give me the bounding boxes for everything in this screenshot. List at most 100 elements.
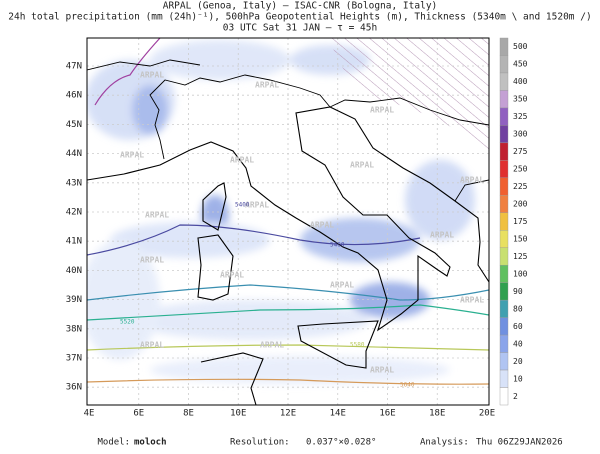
colorbar-swatch — [499, 230, 509, 248]
watermark: ARPAL — [255, 81, 279, 90]
lon-label: 12E — [280, 409, 296, 419]
lon-label: 6E — [133, 409, 144, 419]
colorbar-label: 100 — [513, 269, 528, 278]
lat-label: 37N — [66, 354, 82, 364]
watermark: ARPAL — [330, 281, 354, 290]
colorbar-label: 250 — [513, 165, 528, 174]
colorbar-swatch — [499, 125, 509, 144]
colorbar-swatch — [499, 299, 509, 318]
colorbar-swatch — [499, 352, 509, 371]
watermark: ARPAL — [430, 231, 454, 240]
lat-label: 42N — [66, 208, 82, 218]
colorbar-swatch — [499, 177, 509, 196]
colorbar-swatch — [499, 317, 509, 336]
coastlines — [87, 106, 489, 405]
resolution-label: Resolution: — [230, 438, 290, 448]
lat-label: 46N — [66, 91, 82, 101]
lat-label: 45N — [66, 120, 82, 130]
watermark: ARPAL — [460, 176, 484, 185]
watermark: ARPAL — [140, 341, 164, 350]
contour-label: 5400 — [235, 202, 250, 209]
lat-label: 40N — [66, 266, 82, 276]
analysis-label: Analysis: — [420, 438, 469, 448]
watermark: ARPAL — [230, 156, 254, 165]
header-line: 24h total precipitation (mm (24h)⁻¹), 50… — [8, 12, 591, 23]
colorbar-label: 80 — [513, 304, 523, 313]
colorbar-label: 175 — [513, 217, 528, 226]
colorbar-swatch — [499, 107, 509, 126]
header-line: 03 UTC Sat 31 JAN – τ = 45h — [223, 23, 377, 34]
colorbar-swatch — [499, 387, 509, 406]
lat-label: 43N — [66, 178, 82, 188]
model-name: moloch — [134, 438, 167, 448]
contours — [87, 38, 489, 385]
colorbar-label: 20 — [513, 357, 523, 366]
lon-label: 18E — [429, 409, 445, 419]
watermark: ARPAL — [350, 161, 374, 170]
watermark: ARPAL — [260, 341, 284, 350]
watermark: ARPAL — [140, 256, 164, 265]
header-line: ARPAL (Genoa, Italy) – ISAC-CNR (Bologna… — [163, 1, 438, 12]
colorbar-swatch — [499, 247, 509, 266]
colorbar-swatch — [499, 334, 509, 353]
colorbar-swatch — [499, 142, 509, 161]
watermark: ARPAL — [140, 71, 164, 80]
watermark: ARPAL — [310, 221, 334, 230]
colorbar-swatch — [499, 282, 509, 301]
colorbar-label: 225 — [513, 182, 528, 191]
colorbar-swatch — [499, 195, 509, 213]
watermark: ARPAL — [460, 296, 484, 305]
lat-label: 41N — [66, 237, 82, 247]
contour-label: 5460 — [330, 242, 345, 249]
colorbar-label: 450 — [513, 60, 528, 69]
lat-label: 44N — [66, 149, 82, 159]
lat-label: 47N — [66, 62, 82, 72]
colorbar-swatch — [499, 264, 509, 283]
colorbar-label: 400 — [513, 77, 528, 86]
lon-label: 10E — [230, 409, 246, 419]
colorbar-swatch — [499, 55, 509, 74]
colorbar-label: 40 — [513, 339, 523, 348]
watermark: ARPAL — [220, 271, 244, 280]
analysis: Thu 06Z29JAN2026 — [476, 438, 563, 448]
colorbar-label: 200 — [513, 200, 528, 209]
colorbar-swatch — [499, 369, 509, 388]
colorbar-label: 90 — [513, 287, 523, 296]
colorbar-swatch — [499, 37, 509, 56]
lon-label: 8E — [183, 409, 194, 419]
watermark: ARPAL — [120, 151, 144, 160]
lon-label: 20E — [479, 409, 495, 419]
lat-label: 38N — [66, 324, 82, 334]
lon-label: 14E — [330, 409, 346, 419]
colorbar-label: 60 — [513, 322, 523, 331]
colorbar-swatch — [499, 90, 509, 109]
colorbar-label: 350 — [513, 95, 528, 104]
colorbar-label: 500 — [513, 42, 528, 51]
lat-label: 39N — [66, 295, 82, 305]
watermark: ARPAL — [145, 211, 169, 220]
colorbar-swatch — [499, 72, 509, 91]
colorbar-label: 325 — [513, 112, 528, 121]
watermark: ARPAL — [245, 201, 269, 210]
colorbar-swatch — [499, 160, 509, 179]
colorbar-label: 125 — [513, 252, 528, 261]
colorbar-label: 10 — [513, 374, 523, 383]
map-area — [87, 38, 489, 405]
contour-label: 5640 — [400, 382, 415, 389]
colorbar-label: 150 — [513, 234, 528, 243]
colorbar-swatch — [499, 212, 509, 231]
map-frame — [86, 37, 490, 406]
colorbar-label: 300 — [513, 130, 528, 139]
lon-label: 4E — [84, 409, 95, 419]
watermark: ARPAL — [370, 106, 394, 115]
watermark: ARPAL — [370, 366, 394, 375]
borders — [87, 59, 489, 202]
lat-label: 36N — [66, 383, 82, 393]
colorbar-label: 2 — [513, 392, 518, 401]
contour-label: 5580 — [350, 342, 365, 349]
lon-label: 16E — [379, 409, 395, 419]
model-label: Model: — [97, 438, 130, 448]
resolution: 0.037°×0.028° — [306, 438, 376, 448]
colorbar-label: 275 — [513, 147, 528, 156]
